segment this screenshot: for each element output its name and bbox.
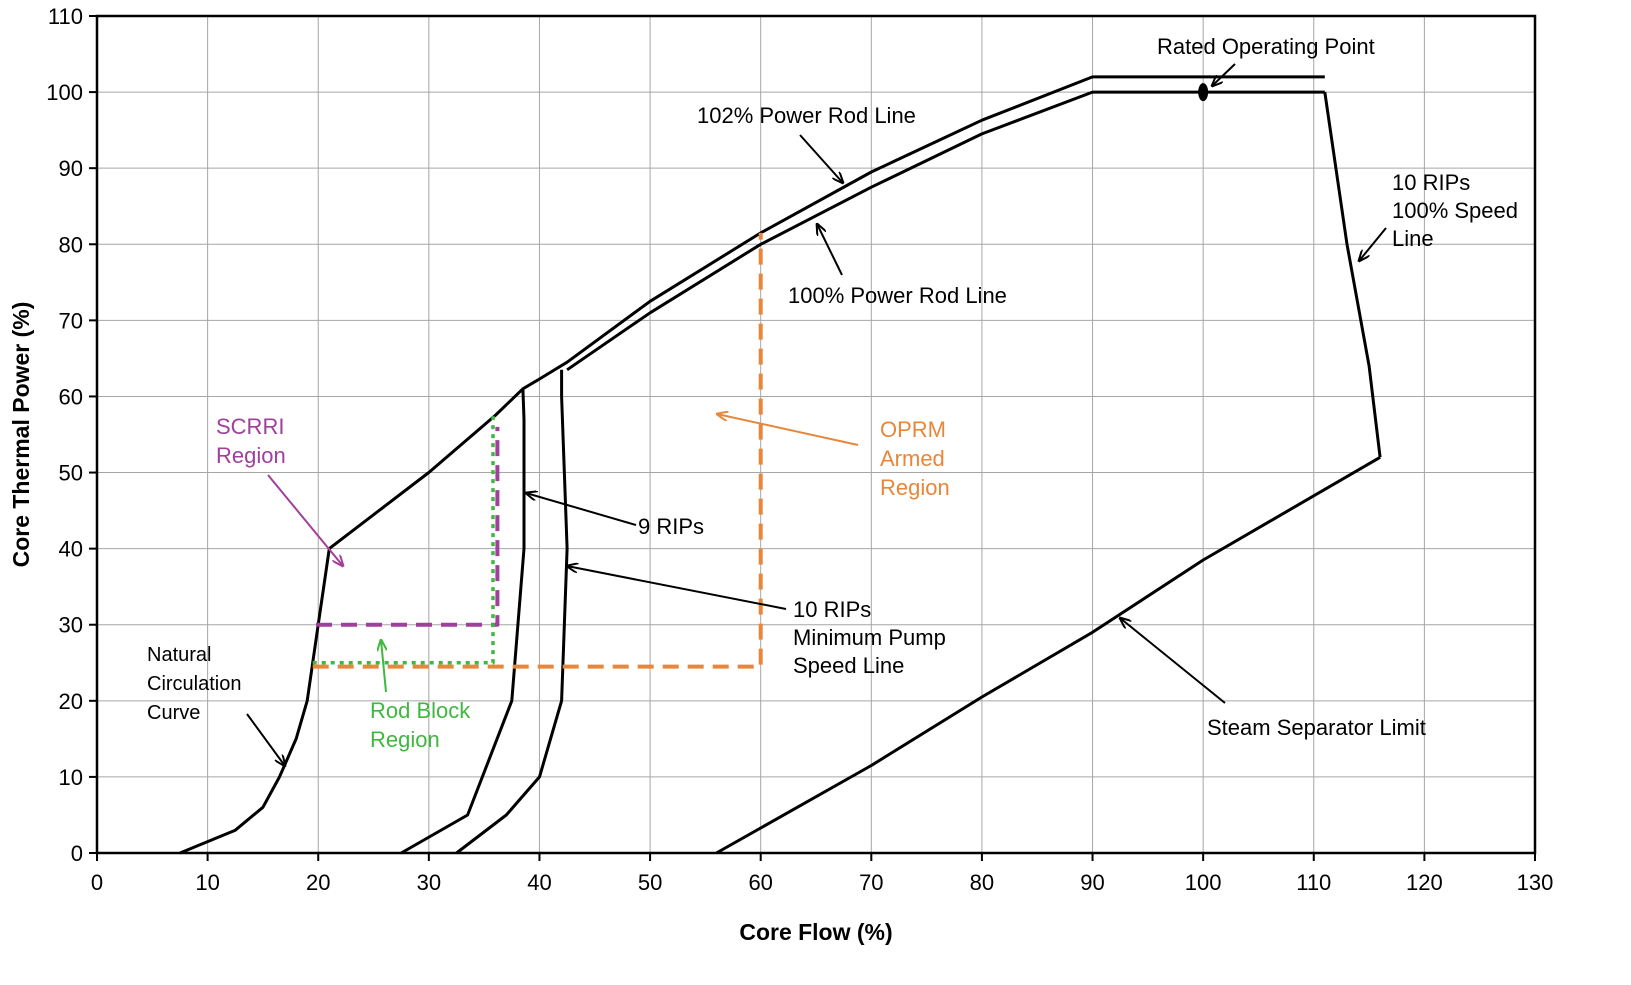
label-speed10: 10 RIPs 100% Speed Line xyxy=(1392,170,1518,251)
series-natural xyxy=(179,548,331,855)
label-rod102-line: 102% Power Rod Line xyxy=(697,103,916,128)
x-tick-label: 100 xyxy=(1185,870,1222,895)
label-rodblock: Rod Block Region xyxy=(370,698,471,752)
label-separator-line: Steam Separator Limit xyxy=(1207,715,1426,740)
y-tick-label: 20 xyxy=(59,689,83,714)
arrow-rodblock xyxy=(381,640,386,693)
series-layer xyxy=(179,75,1382,855)
y-tick-label: 60 xyxy=(59,384,83,409)
y-tick-label: 70 xyxy=(59,308,83,333)
y-tick-label: 40 xyxy=(59,537,83,562)
arrow-rod102 xyxy=(799,134,843,183)
label-natural-line: Natural xyxy=(147,644,211,666)
label-rodblock-line: Region xyxy=(370,727,440,752)
arrow-rips9 xyxy=(526,493,637,526)
label-rips10-line: Minimum Pump xyxy=(793,625,946,650)
series-rod102 xyxy=(328,75,1325,550)
series-separator xyxy=(715,456,1381,855)
x-tick-label: 50 xyxy=(638,870,662,895)
x-tick-label: 0 xyxy=(91,870,103,895)
y-tick-label: 110 xyxy=(48,4,83,29)
label-natural: Natural Circulation Curve xyxy=(147,644,241,724)
series-speed10 xyxy=(1323,91,1382,458)
label-rips10-line: 10 RIPs xyxy=(793,597,871,622)
label-oprm: OPRM Armed Region xyxy=(880,417,950,500)
label-oprm-line: OPRM xyxy=(880,417,946,442)
axis-ticks: 0 10 20 30 40 50 60 70 80 90 100 110 120 130 0 10 20 30 40… xyxy=(46,4,1553,895)
series-rips10 xyxy=(455,369,569,855)
label-rips10-line: Speed Line xyxy=(793,653,904,678)
label-rod100-line: 100% Power Rod Line xyxy=(788,283,1007,308)
label-separator: Steam Separator Limit xyxy=(1207,715,1426,740)
y-tick-label: 100 xyxy=(46,80,83,105)
arrow-scrri xyxy=(267,474,343,566)
y-axis-title: Core Thermal Power (%) xyxy=(8,302,34,568)
x-tick-label: 30 xyxy=(417,870,441,895)
y-tick-label: 30 xyxy=(59,613,83,638)
x-tick-label: 130 xyxy=(1517,870,1554,895)
series-rod100 xyxy=(566,90,1325,372)
arrow-speed10 xyxy=(1359,227,1387,261)
x-tick-label: 40 xyxy=(527,870,551,895)
y-tick-label: 80 xyxy=(59,232,83,257)
label-scrri-line: SCRRI xyxy=(216,414,284,439)
annotation-labels: Rated Operating Point 102% Power Rod Line… xyxy=(147,34,1518,752)
y-tick-label: 10 xyxy=(59,765,83,790)
label-rod102: 102% Power Rod Line xyxy=(697,103,916,128)
x-tick-label: 20 xyxy=(306,870,330,895)
arrow-separator xyxy=(1120,618,1226,704)
label-scrri-line: Region xyxy=(216,443,286,468)
label-rips9: 9 RIPs xyxy=(638,514,704,539)
label-oprm-line: Armed xyxy=(880,446,945,471)
label-rodblock-line: Rod Block xyxy=(370,698,471,723)
label-speed10-line: Line xyxy=(1392,226,1434,251)
x-tick-label: 110 xyxy=(1296,870,1331,895)
label-natural-line: Curve xyxy=(147,702,200,724)
plot-frame xyxy=(95,14,1537,855)
x-tick-label: 70 xyxy=(859,870,883,895)
label-natural-line: Circulation xyxy=(147,673,241,695)
x-tick-label: 60 xyxy=(748,870,772,895)
x-tick-label: 10 xyxy=(195,870,219,895)
series-rodblock xyxy=(312,415,495,665)
x-tick-label: 80 xyxy=(970,870,994,895)
label-oprm-line: Region xyxy=(880,475,950,500)
x-tick-label: 90 xyxy=(1080,870,1104,895)
series-oprm xyxy=(312,232,763,669)
y-tick-label: 0 xyxy=(71,841,83,866)
label-speed10-line: 100% Speed xyxy=(1392,198,1518,223)
label-speed10-line: 10 RIPs xyxy=(1392,170,1470,195)
series-rips9 xyxy=(400,388,526,855)
arrow-oprm xyxy=(717,414,859,446)
x-tick-label: 120 xyxy=(1406,870,1443,895)
label-rated: Rated Operating Point xyxy=(1157,34,1375,59)
y-tick-label: 50 xyxy=(59,461,83,486)
x-axis-title: Core Flow (%) xyxy=(739,919,892,945)
arrow-rated xyxy=(1212,63,1236,86)
label-rips10: 10 RIPs Minimum Pump Speed Line xyxy=(793,597,946,678)
series-scrri xyxy=(316,426,500,627)
arrow-natural xyxy=(246,713,285,766)
label-rips9-line: 9 RIPs xyxy=(638,514,704,539)
label-rated-line: Rated Operating Point xyxy=(1157,34,1375,59)
y-tick-label: 90 xyxy=(59,156,83,181)
arrow-rips10 xyxy=(567,566,787,610)
rated-point-marker xyxy=(1198,83,1209,102)
label-scrri: SCRRI Region xyxy=(216,414,286,468)
annotation-arrows xyxy=(246,63,1387,766)
arrow-rod100 xyxy=(817,224,843,276)
label-rod100: 100% Power Rod Line xyxy=(788,283,1007,308)
